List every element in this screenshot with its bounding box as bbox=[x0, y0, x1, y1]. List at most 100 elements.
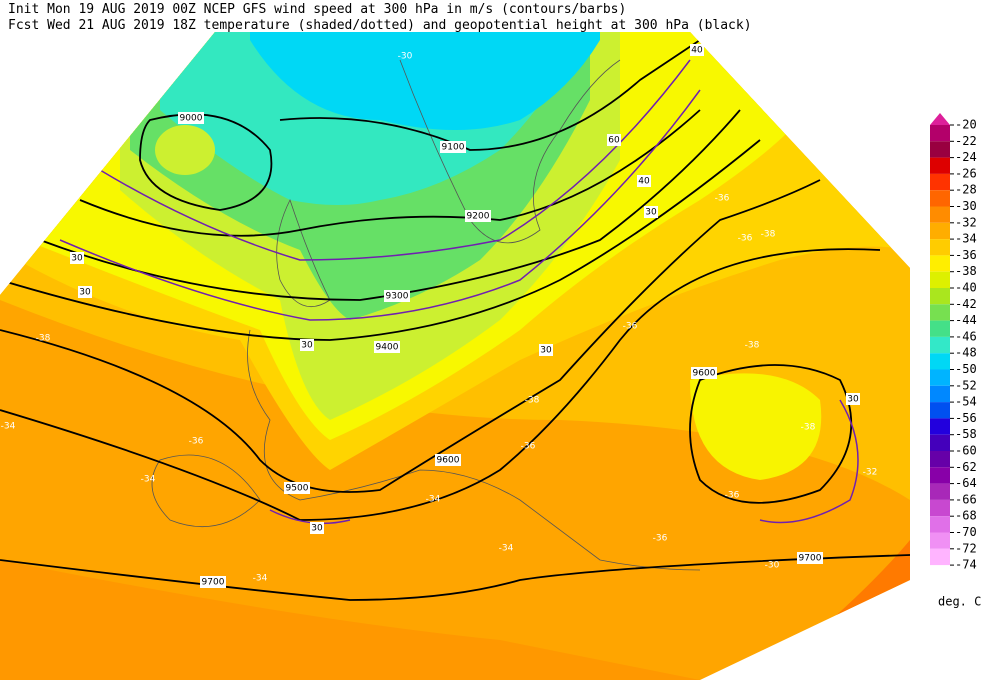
colorbar-label: -24 bbox=[955, 150, 977, 164]
label-box bbox=[310, 522, 324, 534]
colorbar-swatch bbox=[930, 190, 950, 207]
colorbar-label: -64 bbox=[955, 476, 977, 490]
header-line: Fcst Wed 21 AUG 2019 18Z temperature (sh… bbox=[8, 18, 752, 33]
contour bbox=[79, 109, 701, 237]
temperature-label: -30 bbox=[765, 561, 780, 571]
label-box bbox=[384, 290, 410, 302]
colorbar-label: -48 bbox=[955, 346, 977, 360]
height-label: 9100 bbox=[442, 143, 465, 153]
label-box bbox=[300, 339, 314, 351]
contour bbox=[59, 89, 701, 321]
colorbar-label: -62 bbox=[955, 460, 977, 474]
colorbar-label: -56 bbox=[955, 411, 977, 425]
wind-label: 30 bbox=[301, 341, 313, 351]
colorbar-label: -54 bbox=[955, 395, 977, 409]
colorbar-label: -40 bbox=[955, 281, 977, 295]
colorbar-swatch bbox=[930, 548, 950, 566]
colorbar-swatch bbox=[930, 271, 950, 288]
contour bbox=[0, 554, 910, 601]
temperature-label: -38 bbox=[801, 423, 816, 433]
wind-contours bbox=[59, 59, 859, 525]
wind-label: 30 bbox=[645, 208, 657, 218]
colorbar-label: -72 bbox=[955, 541, 977, 555]
height-label: 9700 bbox=[799, 554, 822, 564]
colorbar-swatch bbox=[930, 451, 950, 468]
label-box bbox=[607, 134, 621, 146]
colorbar-swatch bbox=[930, 516, 950, 533]
colorbar-swatch bbox=[930, 434, 950, 451]
colorbar-label: -28 bbox=[955, 183, 977, 197]
colorbar-label: -70 bbox=[955, 525, 977, 539]
wind-label: 30 bbox=[311, 524, 323, 534]
label-box bbox=[539, 344, 553, 356]
contour bbox=[99, 59, 691, 261]
label-box bbox=[200, 576, 226, 588]
label-box bbox=[846, 393, 860, 405]
contour bbox=[279, 39, 701, 151]
colorbar-swatch bbox=[930, 255, 950, 272]
shading bbox=[155, 125, 215, 175]
shading bbox=[0, 560, 700, 680]
shading bbox=[250, 32, 600, 130]
height-label: 9600 bbox=[693, 369, 716, 379]
temperature-label: -38 bbox=[36, 334, 51, 344]
label-box bbox=[690, 44, 704, 56]
colorbar-swatch bbox=[930, 369, 950, 386]
label-box bbox=[797, 552, 823, 564]
height-contours bbox=[0, 39, 910, 601]
temperature-label: -30 bbox=[398, 52, 413, 62]
temperature-label: -34 bbox=[1, 422, 16, 432]
colorbar-label: -34 bbox=[955, 232, 977, 246]
height-label: 9500 bbox=[286, 484, 309, 494]
colorbar-swatch bbox=[930, 173, 950, 191]
temperature-label: -34 bbox=[426, 495, 441, 505]
temperature-label: -36 bbox=[189, 437, 204, 447]
contour bbox=[759, 399, 859, 524]
colorbar-swatch bbox=[930, 239, 950, 256]
colorbar-label: -38 bbox=[955, 264, 977, 278]
colorbar-label: -46 bbox=[955, 329, 977, 343]
height-label: 9700 bbox=[202, 578, 225, 588]
colorbar-label: -44 bbox=[955, 313, 977, 327]
colorbar-swatch bbox=[930, 288, 950, 305]
label-box bbox=[435, 454, 461, 466]
colorbar-label: -68 bbox=[955, 509, 977, 523]
contour bbox=[0, 248, 881, 521]
colorbar-swatch bbox=[930, 483, 950, 500]
wind-label: 60 bbox=[608, 136, 620, 146]
colorbar-swatch bbox=[930, 113, 950, 125]
label-box bbox=[78, 286, 92, 298]
wind-label: 30 bbox=[540, 346, 552, 356]
temperature-label: -36 bbox=[623, 322, 638, 332]
height-label: 9300 bbox=[386, 292, 409, 302]
temperature-label: -36 bbox=[653, 534, 668, 544]
wind-label: 40 bbox=[691, 46, 703, 56]
height-label: 9600 bbox=[437, 456, 460, 466]
colorbar-swatch bbox=[930, 125, 950, 142]
label-box bbox=[374, 341, 400, 353]
colorbar-swatch bbox=[930, 467, 950, 484]
height-label: 9000 bbox=[180, 114, 203, 124]
colorbar-swatch bbox=[930, 206, 950, 223]
colorbar-swatch bbox=[930, 157, 950, 174]
colorbar: -20 -22 -24 -26 -28 -30 -32 -34 -36 -38 -40 -42 -44 -… bbox=[930, 113, 977, 572]
height-label: 9400 bbox=[376, 343, 399, 353]
temperature-label: -38 bbox=[525, 396, 540, 406]
coastline bbox=[151, 454, 261, 528]
header-line: Init Mon 19 AUG 2019 00Z NCEP GFS wind s… bbox=[8, 2, 626, 17]
temperature-label: -38 bbox=[761, 230, 776, 240]
colorbar-swatch bbox=[930, 499, 950, 517]
colorbar-label: -42 bbox=[955, 297, 977, 311]
contour bbox=[689, 364, 853, 504]
temperature-label: -36 bbox=[738, 234, 753, 244]
label-box bbox=[691, 367, 717, 379]
colorbar-swatch bbox=[930, 141, 950, 158]
shading bbox=[690, 373, 822, 480]
colorbar-label: -52 bbox=[955, 378, 977, 392]
temperature-label: -36 bbox=[715, 194, 730, 204]
colorbar-swatch bbox=[930, 532, 950, 549]
contour bbox=[39, 109, 741, 301]
